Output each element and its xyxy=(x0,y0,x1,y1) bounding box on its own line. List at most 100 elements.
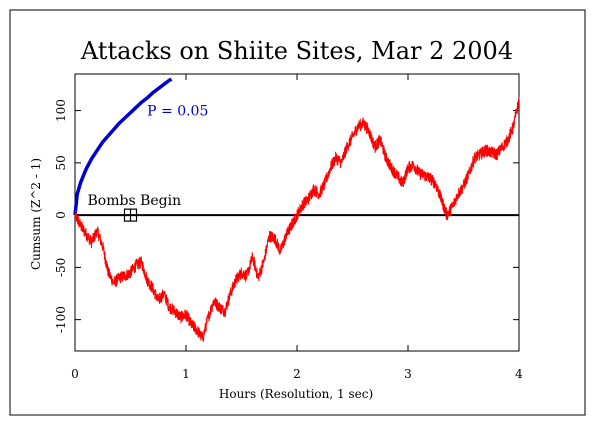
cumsum-point xyxy=(318,193,320,195)
cumsum-point xyxy=(107,272,109,274)
cumsum-point xyxy=(346,146,348,148)
cumsum-point xyxy=(412,164,415,166)
cumsum-point xyxy=(229,292,231,295)
cumsum-point xyxy=(85,233,87,235)
cumsum-point xyxy=(368,130,370,133)
cumsum-point xyxy=(207,316,209,319)
cumsum-point xyxy=(507,139,509,141)
cumsum-point xyxy=(424,174,426,176)
cumsum-point xyxy=(124,275,126,277)
cumsum-point xyxy=(257,277,259,279)
cumsum-point xyxy=(190,324,193,326)
cumsum-point xyxy=(335,157,337,159)
cumsum-point xyxy=(501,146,503,148)
cumsum-point xyxy=(324,183,326,185)
cumsum-point xyxy=(374,146,376,148)
cumsum-point xyxy=(168,306,170,308)
cumsum-point xyxy=(235,279,237,281)
cumsum-point xyxy=(468,172,470,174)
cumsum-point xyxy=(246,275,248,277)
cumsum-point xyxy=(218,306,220,308)
cumsum-point xyxy=(146,279,148,281)
x-tick-label: 0 xyxy=(71,367,79,381)
cumsum-point xyxy=(390,167,392,169)
cumsum-point xyxy=(129,272,132,274)
y-tick-label: -50 xyxy=(54,258,68,277)
cumsum-point xyxy=(74,214,76,216)
y-axis-label: Cumsum (Z^2 - 1) xyxy=(29,158,43,270)
cumsum-point xyxy=(313,188,315,190)
cumsum-point xyxy=(429,177,431,180)
figure-border xyxy=(9,9,586,416)
chart-title: Attacks on Shiite Sites, Mar 2 2004 xyxy=(80,37,513,65)
cumsum-point xyxy=(113,282,115,284)
x-tick-label: 3 xyxy=(404,367,412,381)
bombs-begin-marker xyxy=(123,208,138,222)
cumsum-point xyxy=(224,310,226,312)
cumsum-point xyxy=(202,337,204,340)
p-value-annotation: P = 0.05 xyxy=(147,104,208,120)
y-tick-label: 100 xyxy=(54,99,68,122)
cumsum-point xyxy=(446,214,448,216)
cumsum-point xyxy=(179,316,182,319)
cumsum-point xyxy=(474,157,476,159)
cumsum-point xyxy=(512,125,515,127)
cumsum-point xyxy=(457,193,459,195)
cumsum-point xyxy=(307,198,309,201)
cumsum-point xyxy=(102,245,104,248)
cumsum-point xyxy=(174,310,176,312)
cumsum-point xyxy=(135,264,137,266)
p005-envelope-line xyxy=(73,77,173,216)
cumsum-point xyxy=(285,235,287,237)
cumsum-point xyxy=(163,292,165,295)
cumsum-point xyxy=(496,153,498,156)
cumsum-point xyxy=(157,300,159,302)
y-axis: -100 -50 0 50 100 xyxy=(54,99,519,333)
cumsum-point xyxy=(440,198,442,201)
cumsum-point xyxy=(435,183,437,185)
cumsum-point xyxy=(357,125,359,127)
cumsum-point xyxy=(329,167,331,169)
cumsum-point xyxy=(485,149,487,151)
y-tick-label: 0 xyxy=(54,211,68,219)
cumsum-point xyxy=(196,329,198,331)
cumsum-point xyxy=(268,235,270,237)
cumsum-point xyxy=(79,224,82,227)
x-tick-label: 2 xyxy=(293,367,301,381)
y-tick-label: -100 xyxy=(54,306,68,333)
cumsum-point xyxy=(363,122,365,124)
cumsum-point xyxy=(185,313,187,316)
cumsum-point xyxy=(96,230,98,232)
cumsum-point xyxy=(396,174,398,176)
cumsum-point xyxy=(490,151,492,153)
cumsum-points xyxy=(74,99,520,340)
cumsum-point xyxy=(479,153,481,156)
cumsum-point xyxy=(407,167,409,169)
cumsum-point xyxy=(379,139,381,141)
x-tick-label: 4 xyxy=(515,367,523,381)
cumsum-point xyxy=(290,224,293,227)
cumsum-point xyxy=(152,287,154,289)
cumsum-point xyxy=(240,272,243,274)
cumsum-point xyxy=(418,172,420,174)
cumsum-point xyxy=(340,162,342,164)
y-tick-label: 50 xyxy=(54,155,68,170)
cumsum-point xyxy=(451,206,453,208)
x-axis-label: Hours (Resolution, 1 sec) xyxy=(219,387,373,401)
cumsum-point xyxy=(296,214,298,216)
cumsum-point xyxy=(263,261,265,263)
cumsum-point xyxy=(118,277,120,279)
cumsum-line xyxy=(74,97,520,342)
bombs-begin-annotation: Bombs Begin xyxy=(88,193,182,209)
cumsum-point xyxy=(385,157,387,159)
cumsum-point xyxy=(279,251,281,253)
plot-area: 0 1 2 3 4 -100 -50 0 50 100 xyxy=(54,73,523,381)
cumsum-point xyxy=(141,261,143,263)
x-tick-label: 1 xyxy=(182,367,190,381)
cumsum-point xyxy=(351,136,354,138)
cumsum-point xyxy=(401,183,404,185)
cumsum-point xyxy=(462,185,465,187)
cumsum-point xyxy=(252,256,254,258)
cumsum-point xyxy=(301,204,304,206)
